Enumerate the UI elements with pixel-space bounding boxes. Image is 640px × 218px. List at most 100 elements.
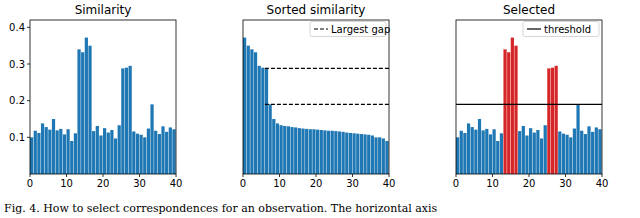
- bar: [511, 38, 514, 174]
- bar: [334, 131, 337, 174]
- bar: [85, 38, 88, 174]
- caption: Fig. 4. How to select correspondences fo…: [4, 202, 438, 215]
- bar: [63, 134, 66, 174]
- bar: [503, 49, 506, 174]
- bar: [283, 126, 286, 174]
- bar: [547, 68, 550, 174]
- title: Similarity: [75, 3, 132, 17]
- reference-line: [456, 104, 602, 105]
- bar: [34, 131, 37, 174]
- bar: [125, 68, 128, 174]
- bar: [96, 126, 99, 174]
- bar: [345, 133, 348, 174]
- bar: [103, 128, 106, 174]
- bar: [584, 134, 587, 174]
- bar: [269, 104, 272, 174]
- bar: [247, 46, 250, 174]
- bar: [573, 129, 576, 174]
- bar: [558, 131, 561, 174]
- bar: [569, 137, 572, 174]
- bar: [342, 132, 345, 174]
- x-tick: [316, 174, 317, 177]
- bar: [309, 129, 312, 174]
- y-tick: [27, 64, 30, 65]
- bar: [316, 130, 319, 174]
- x-tick-label: 40: [596, 178, 609, 189]
- bar: [30, 137, 33, 174]
- bar: [150, 104, 153, 174]
- bar: [493, 129, 496, 174]
- frame: [243, 20, 389, 174]
- x-tick: [602, 174, 603, 177]
- bar: [298, 128, 301, 174]
- legend-label: Largest gap: [331, 24, 390, 35]
- x-tick-label: 30: [133, 178, 146, 189]
- bar: [463, 133, 466, 174]
- bar: [338, 131, 341, 174]
- bar: [258, 66, 261, 174]
- bar: [48, 130, 51, 174]
- x-tick-label: 40: [170, 178, 183, 189]
- bar: [482, 130, 485, 174]
- title: Selected: [503, 3, 555, 17]
- bar: [136, 134, 139, 174]
- bar: [265, 68, 268, 174]
- x-tick: [456, 174, 457, 177]
- bar: [161, 126, 164, 174]
- bar: [540, 138, 543, 174]
- bar: [147, 129, 150, 174]
- frame: [456, 20, 602, 174]
- bar: [485, 129, 488, 174]
- plot-area: [456, 38, 602, 174]
- bar: [92, 131, 95, 174]
- bar: [261, 68, 264, 174]
- bar: [587, 126, 590, 174]
- legend-box: [523, 22, 599, 37]
- bar: [367, 135, 370, 174]
- bar: [250, 49, 253, 174]
- bar: [37, 133, 40, 174]
- y-tick: [27, 27, 30, 28]
- x-tick: [66, 174, 67, 177]
- bar: [544, 125, 547, 174]
- bar: [280, 125, 283, 174]
- bar: [378, 137, 381, 174]
- bar: [56, 130, 59, 174]
- bar: [312, 129, 315, 174]
- x-tick-label: 20: [310, 178, 323, 189]
- bar: [294, 127, 297, 174]
- bar: [356, 134, 359, 174]
- bar: [172, 129, 175, 174]
- x-tick: [565, 174, 566, 177]
- panel: Selected010203040threshold: [453, 3, 609, 189]
- bar: [88, 46, 91, 174]
- bar: [169, 127, 172, 174]
- bar: [551, 68, 554, 174]
- bar: [507, 52, 510, 174]
- bar: [522, 126, 525, 174]
- bar: [272, 119, 275, 174]
- bar: [99, 136, 102, 175]
- x-tick: [243, 174, 244, 177]
- frame: [30, 20, 176, 174]
- bar: [374, 137, 377, 174]
- reference-line: [265, 104, 389, 105]
- bar: [555, 66, 558, 174]
- plot-area: [30, 38, 176, 174]
- bar: [598, 129, 601, 174]
- bar: [81, 52, 84, 174]
- bar: [276, 123, 279, 174]
- bar: [67, 129, 70, 174]
- bar: [121, 68, 124, 174]
- bar: [385, 141, 388, 174]
- x-tick-label: 10: [486, 178, 499, 189]
- x-tick: [492, 174, 493, 177]
- legend-label: threshold: [544, 24, 591, 35]
- x-tick: [279, 174, 280, 177]
- bar: [254, 52, 257, 174]
- bar: [287, 126, 290, 174]
- x-tick-label: 10: [60, 178, 73, 189]
- bar: [70, 141, 73, 174]
- y-tick-label: 0.4: [9, 22, 25, 33]
- bar: [132, 131, 135, 174]
